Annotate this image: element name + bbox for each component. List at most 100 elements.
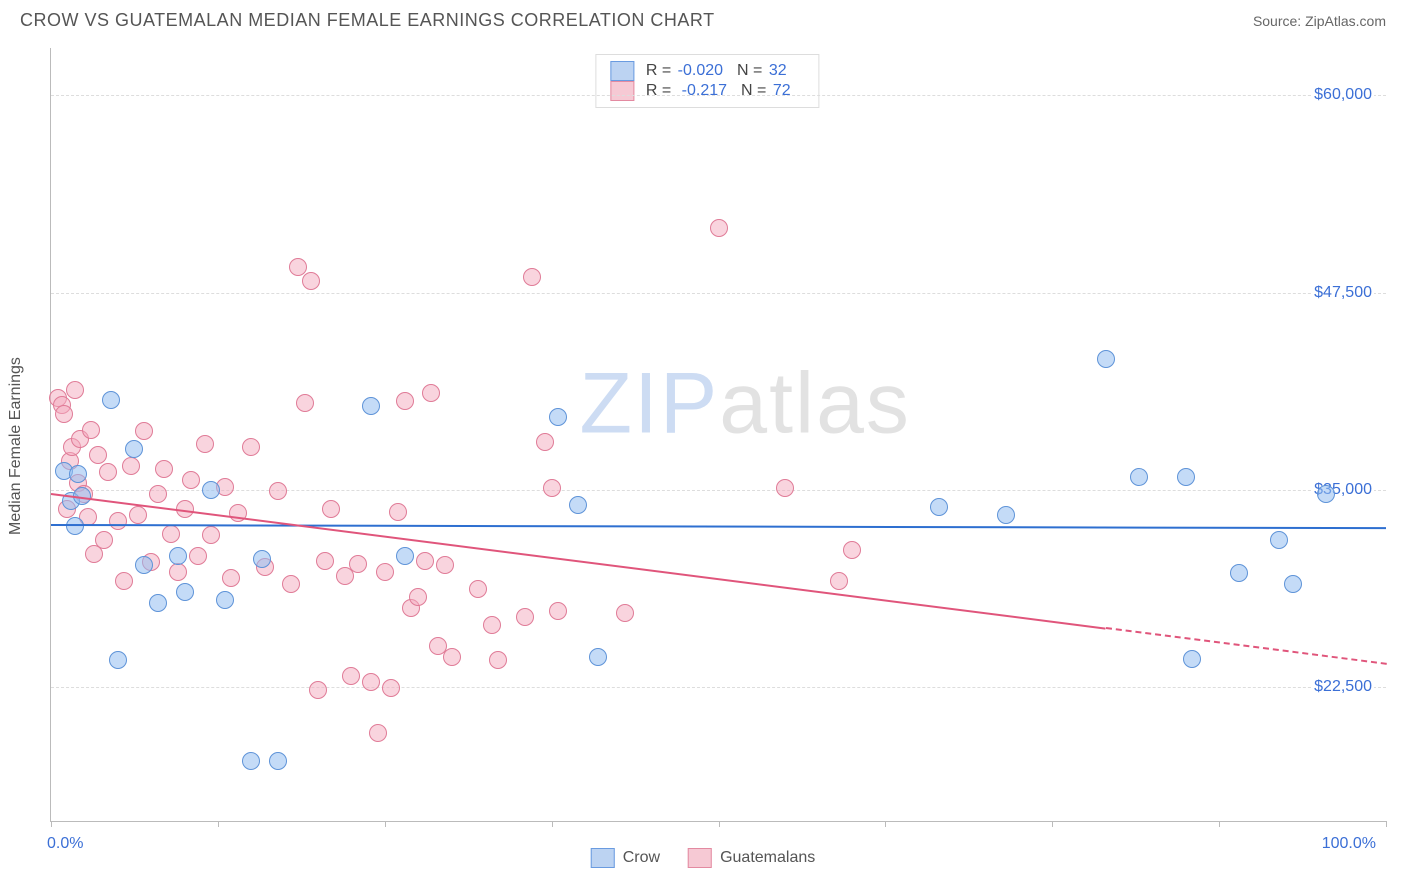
data-point	[830, 572, 848, 590]
data-point	[309, 681, 327, 699]
series-legend: Crow Guatemalans	[591, 848, 816, 868]
data-point	[316, 552, 334, 570]
data-point	[1317, 485, 1335, 503]
data-point	[523, 268, 541, 286]
trend-line	[1106, 627, 1387, 665]
x-axis-min-label: 0.0%	[47, 835, 83, 853]
data-point	[436, 556, 454, 574]
x-tick	[1219, 821, 1220, 827]
chart-source: Source: ZipAtlas.com	[1253, 13, 1386, 29]
x-tick	[385, 821, 386, 827]
data-point	[710, 219, 728, 237]
watermark: ZIPatlas	[579, 354, 910, 453]
x-tick	[552, 821, 553, 827]
data-point	[516, 608, 534, 626]
data-point	[322, 500, 340, 518]
swatch-guatemalans-bottom	[688, 848, 712, 868]
data-point	[69, 465, 87, 483]
data-point	[536, 433, 554, 451]
data-point	[282, 575, 300, 593]
data-point	[1177, 468, 1195, 486]
data-point	[416, 552, 434, 570]
data-point	[82, 421, 100, 439]
data-point	[389, 503, 407, 521]
data-point	[202, 526, 220, 544]
legend-item-crow: Crow	[591, 848, 660, 868]
data-point	[543, 479, 561, 497]
data-point	[95, 531, 113, 549]
y-tick-label: $60,000	[1312, 86, 1374, 104]
trend-line	[51, 524, 1386, 529]
data-point	[589, 648, 607, 666]
x-tick	[51, 821, 52, 827]
data-point	[115, 572, 133, 590]
data-point	[930, 498, 948, 516]
data-point	[776, 479, 794, 497]
data-point	[342, 667, 360, 685]
data-point	[222, 569, 240, 587]
y-tick-label: $22,500	[1312, 678, 1374, 696]
data-point	[125, 440, 143, 458]
data-point	[369, 724, 387, 742]
data-point	[253, 550, 271, 568]
data-point	[109, 651, 127, 669]
data-point	[362, 673, 380, 691]
data-point	[122, 457, 140, 475]
data-point	[149, 594, 167, 612]
data-point	[616, 604, 634, 622]
data-point	[189, 547, 207, 565]
x-tick	[218, 821, 219, 827]
x-tick	[719, 821, 720, 827]
data-point	[549, 602, 567, 620]
data-point	[269, 482, 287, 500]
data-point	[1230, 564, 1248, 582]
data-point	[55, 405, 73, 423]
data-point	[269, 752, 287, 770]
data-point	[135, 422, 153, 440]
data-point	[182, 471, 200, 489]
data-point	[202, 481, 220, 499]
data-point	[1183, 650, 1201, 668]
legend-row-crow: R = -0.020N = 32	[610, 61, 805, 81]
data-point	[135, 556, 153, 574]
plot-area: ZIPatlas R = -0.020N = 32 R = -0.217N = …	[50, 48, 1386, 822]
data-point	[155, 460, 173, 478]
swatch-guatemalans	[610, 81, 634, 101]
data-point	[89, 446, 107, 464]
gridline	[51, 687, 1386, 688]
data-point	[1130, 468, 1148, 486]
x-tick	[1386, 821, 1387, 827]
gridline	[51, 490, 1386, 491]
gridline	[51, 293, 1386, 294]
y-tick-label: $47,500	[1312, 284, 1374, 302]
data-point	[569, 496, 587, 514]
correlation-legend: R = -0.020N = 32 R = -0.217N = 72	[595, 54, 820, 108]
y-axis-title: Median Female Earnings	[7, 357, 25, 535]
data-point	[1270, 531, 1288, 549]
data-point	[302, 272, 320, 290]
data-point	[349, 555, 367, 573]
data-point	[997, 506, 1015, 524]
data-point	[549, 408, 567, 426]
swatch-crow-bottom	[591, 848, 615, 868]
data-point	[149, 485, 167, 503]
data-point	[1097, 350, 1115, 368]
data-point	[843, 541, 861, 559]
data-point	[396, 392, 414, 410]
data-point	[469, 580, 487, 598]
data-point	[489, 651, 507, 669]
data-point	[382, 679, 400, 697]
legend-row-guatemalans: R = -0.217N = 72	[610, 81, 805, 101]
data-point	[1284, 575, 1302, 593]
data-point	[169, 547, 187, 565]
data-point	[289, 258, 307, 276]
chart-title: CROW VS GUATEMALAN MEDIAN FEMALE EARNING…	[20, 10, 715, 31]
data-point	[409, 588, 427, 606]
data-point	[196, 435, 214, 453]
data-point	[422, 384, 440, 402]
x-tick	[1052, 821, 1053, 827]
data-point	[109, 512, 127, 530]
data-point	[296, 394, 314, 412]
data-point	[216, 591, 234, 609]
data-point	[162, 525, 180, 543]
